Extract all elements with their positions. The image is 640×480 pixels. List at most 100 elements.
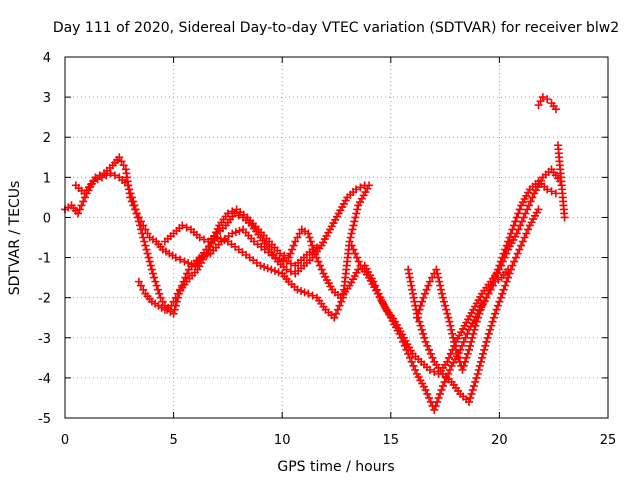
x-axis-label: GPS time / hours (277, 459, 394, 475)
data-point (171, 293, 180, 302)
data-point (153, 285, 162, 294)
data-point (132, 209, 141, 218)
data-point (461, 357, 470, 366)
data-point (528, 193, 537, 202)
y-tick-label: 0 (43, 211, 51, 226)
data-point (487, 321, 496, 330)
data-point (445, 365, 454, 374)
data-point (330, 313, 339, 322)
data-point (481, 341, 490, 350)
data-point (345, 237, 354, 246)
data-point (353, 205, 362, 214)
data-point (300, 288, 309, 297)
data-point (315, 261, 324, 270)
y-tick-label: 3 (43, 91, 51, 106)
data-point (471, 321, 480, 330)
data-point (431, 401, 440, 410)
data-point (536, 97, 545, 106)
data-point (489, 313, 498, 322)
data-point (260, 262, 269, 271)
data-point (317, 265, 326, 274)
data-point (495, 261, 504, 270)
data-point (493, 265, 502, 274)
data-point (171, 253, 180, 262)
data-point (492, 305, 501, 314)
data-point (504, 265, 513, 274)
data-point (484, 289, 493, 298)
data-point (304, 289, 313, 298)
data-point (305, 233, 314, 242)
y-axis-label: SDTVAR / TECUs (7, 181, 23, 296)
data-point (464, 345, 473, 354)
data-point (134, 277, 143, 286)
data-point (155, 289, 164, 298)
data-point (469, 329, 478, 338)
data-point (351, 249, 360, 258)
data-point (398, 337, 407, 346)
series-track-g (404, 205, 543, 406)
data-point (511, 253, 520, 262)
data-point (297, 286, 306, 295)
data-point (117, 157, 126, 166)
data-point (352, 185, 361, 194)
data-point (523, 205, 532, 214)
data-point (131, 205, 140, 214)
data-point (351, 213, 360, 222)
data-point (483, 333, 492, 342)
data-point (346, 233, 355, 242)
data-point (156, 293, 165, 302)
data-point (496, 293, 505, 302)
data-point (228, 229, 237, 238)
data-point (182, 223, 191, 232)
data-point (293, 285, 302, 294)
series-track-j (554, 141, 569, 222)
data-point (480, 345, 489, 354)
data-point (479, 349, 488, 358)
data-point (195, 233, 204, 242)
data-point (282, 265, 291, 274)
data-point (405, 353, 414, 362)
data-point (411, 365, 420, 374)
data-point (371, 281, 380, 290)
data-point (151, 277, 160, 286)
data-point (518, 237, 527, 246)
series-track-d (160, 181, 369, 278)
data-point (148, 269, 157, 278)
data-point (308, 291, 317, 300)
data-point (444, 313, 453, 322)
data-point (467, 389, 476, 398)
data-point (436, 281, 445, 290)
data-point (200, 235, 209, 244)
data-point (176, 255, 185, 264)
data-point (436, 389, 445, 398)
data-point (499, 285, 508, 294)
data-point (505, 233, 514, 242)
data-point (449, 333, 458, 342)
data-point (437, 285, 446, 294)
data-point (470, 325, 479, 334)
data-point (167, 301, 176, 310)
data-point (278, 256, 287, 265)
data-point (183, 269, 192, 278)
data-point (440, 377, 449, 386)
data-point (498, 289, 507, 298)
data-point (140, 237, 149, 246)
y-ticks: -5 -4 -3 -2 -1 0 1 2 3 4 (38, 51, 608, 427)
data-point (467, 337, 476, 346)
data-point (127, 193, 136, 202)
data-point (352, 253, 361, 262)
data-point (280, 251, 289, 260)
data-point (517, 241, 526, 250)
data-point (347, 241, 356, 250)
data-point (306, 237, 315, 246)
data-point (504, 237, 513, 246)
data-point (432, 265, 441, 274)
data-point (169, 309, 178, 318)
data-point (282, 257, 291, 266)
data-point (447, 325, 456, 334)
data-point (349, 221, 358, 230)
data-point (289, 241, 298, 250)
data-point (524, 201, 533, 210)
data-point (508, 225, 517, 234)
data-point (493, 301, 502, 310)
